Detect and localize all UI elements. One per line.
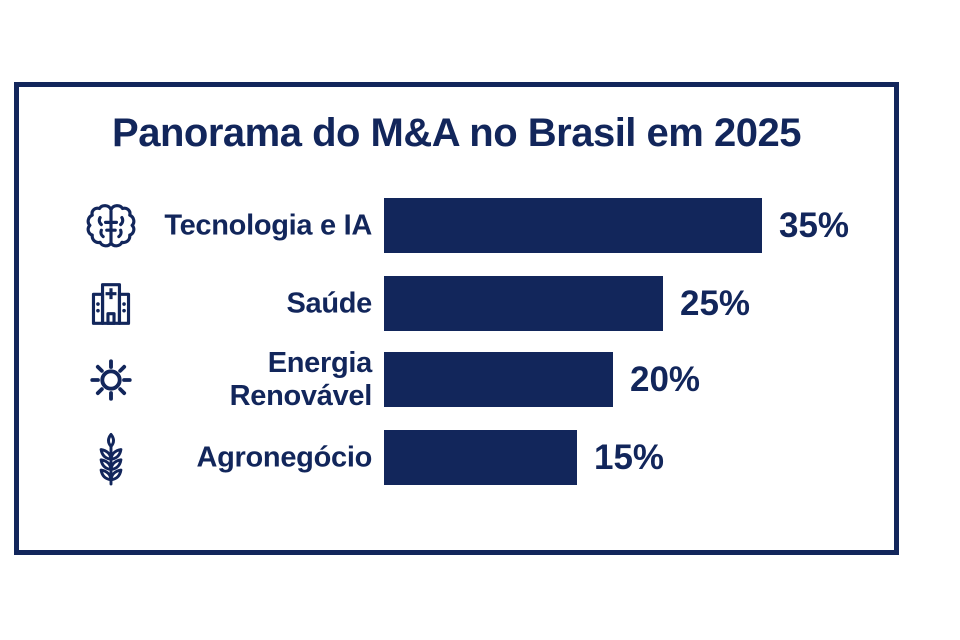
bar-tecnologia-e-ia	[384, 198, 762, 253]
sun-icon	[82, 351, 140, 409]
value-label-saude: 25%	[680, 283, 751, 323]
chart-row-saude: Saúde 25%	[19, 276, 894, 331]
category-label-tecnologia-e-ia: Tecnologia e IA	[164, 208, 372, 241]
infographic-card: Panorama do M&A no Brasil em 2025	[14, 82, 899, 555]
bar-agronegocio	[384, 430, 577, 485]
chart-row-energia-renovavel: Energia Renovável 20%	[19, 346, 894, 412]
category-label-saude: Saúde	[286, 286, 372, 319]
wheat-icon	[82, 429, 140, 487]
card-inner: Panorama do M&A no Brasil em 2025	[19, 87, 894, 550]
category-label-energia-renovavel: Energia Renovável	[229, 346, 373, 412]
brain-icon	[82, 197, 140, 255]
chart-row-tecnologia-e-ia: Tecnologia e IA 35%	[19, 198, 894, 253]
bar-saude	[384, 276, 663, 331]
bar-energia-renovavel	[384, 352, 613, 407]
value-label-agronegocio: 15%	[594, 437, 665, 477]
category-label-agronegocio: Agronegócio	[196, 440, 372, 473]
value-label-energia-renovavel: 20%	[630, 359, 701, 399]
chart-row-agronegocio: Agronegócio 15%	[19, 430, 894, 485]
hospital-icon	[82, 275, 140, 333]
value-label-tecnologia-e-ia: 35%	[779, 205, 850, 245]
chart-title: Panorama do M&A no Brasil em 2025	[112, 111, 801, 155]
